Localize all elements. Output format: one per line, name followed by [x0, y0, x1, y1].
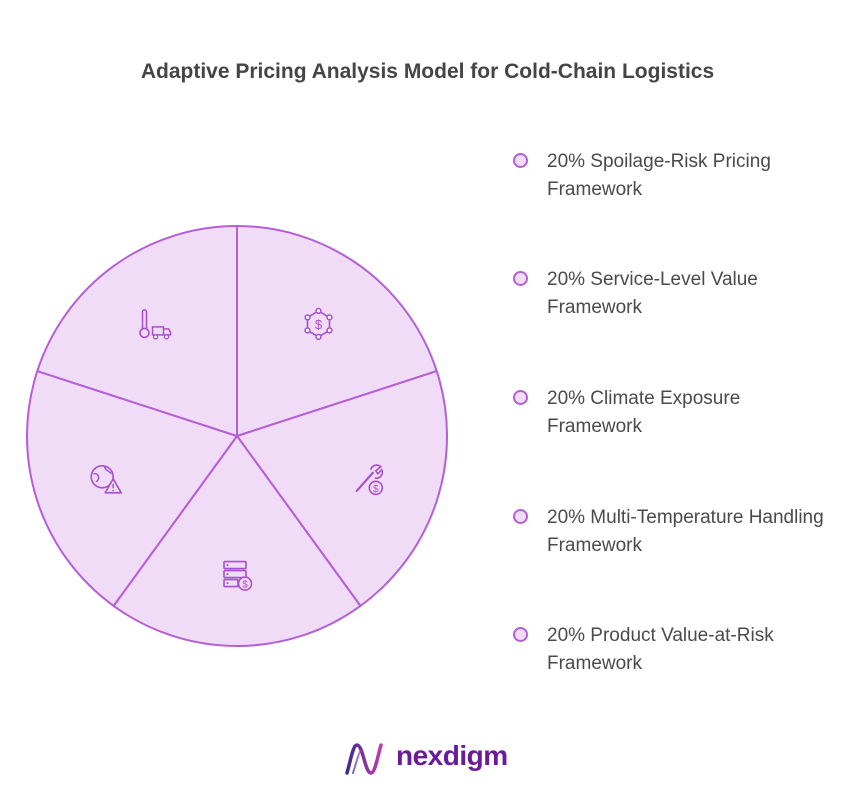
svg-text:$: $: [373, 484, 379, 495]
pie-slice: [112, 435, 362, 647]
svg-text:$: $: [242, 580, 248, 591]
server-dollar-icon: $: [223, 560, 253, 591]
globe-warning-icon: [90, 464, 122, 494]
legend-label: 20% Spoilage-Risk Pricing Framework: [547, 151, 771, 200]
legend-marker: [513, 390, 528, 405]
pie-slice: [36, 225, 238, 437]
pie-slice: [236, 225, 438, 437]
svg-text:$: $: [315, 317, 323, 332]
dollar-hexagon-network-icon: $: [304, 307, 333, 341]
legend-label: 20% Climate Exposure Framework: [547, 388, 741, 437]
legend-marker: [513, 627, 528, 642]
chart-title: Adaptive Pricing Analysis Model for Cold…: [140, 60, 715, 83]
brand-name: nexdigm: [396, 740, 508, 771]
wrench-dollar-icon: $: [355, 464, 384, 496]
nexdigm-logo-icon: [345, 743, 383, 775]
pie-slice: [26, 370, 238, 607]
legend-marker: [513, 153, 528, 168]
thermometer-truck-icon: [139, 309, 172, 340]
legend-label: 20% Service-Level Value Framework: [547, 269, 758, 318]
legend-marker: [513, 509, 528, 524]
pie-slice: [236, 370, 448, 607]
legend-marker: [513, 271, 528, 286]
legend-label: 20% Product Value-at-Risk Framework: [547, 625, 774, 674]
legend-label: 20% Multi-Temperature Handling Framework: [547, 507, 824, 556]
